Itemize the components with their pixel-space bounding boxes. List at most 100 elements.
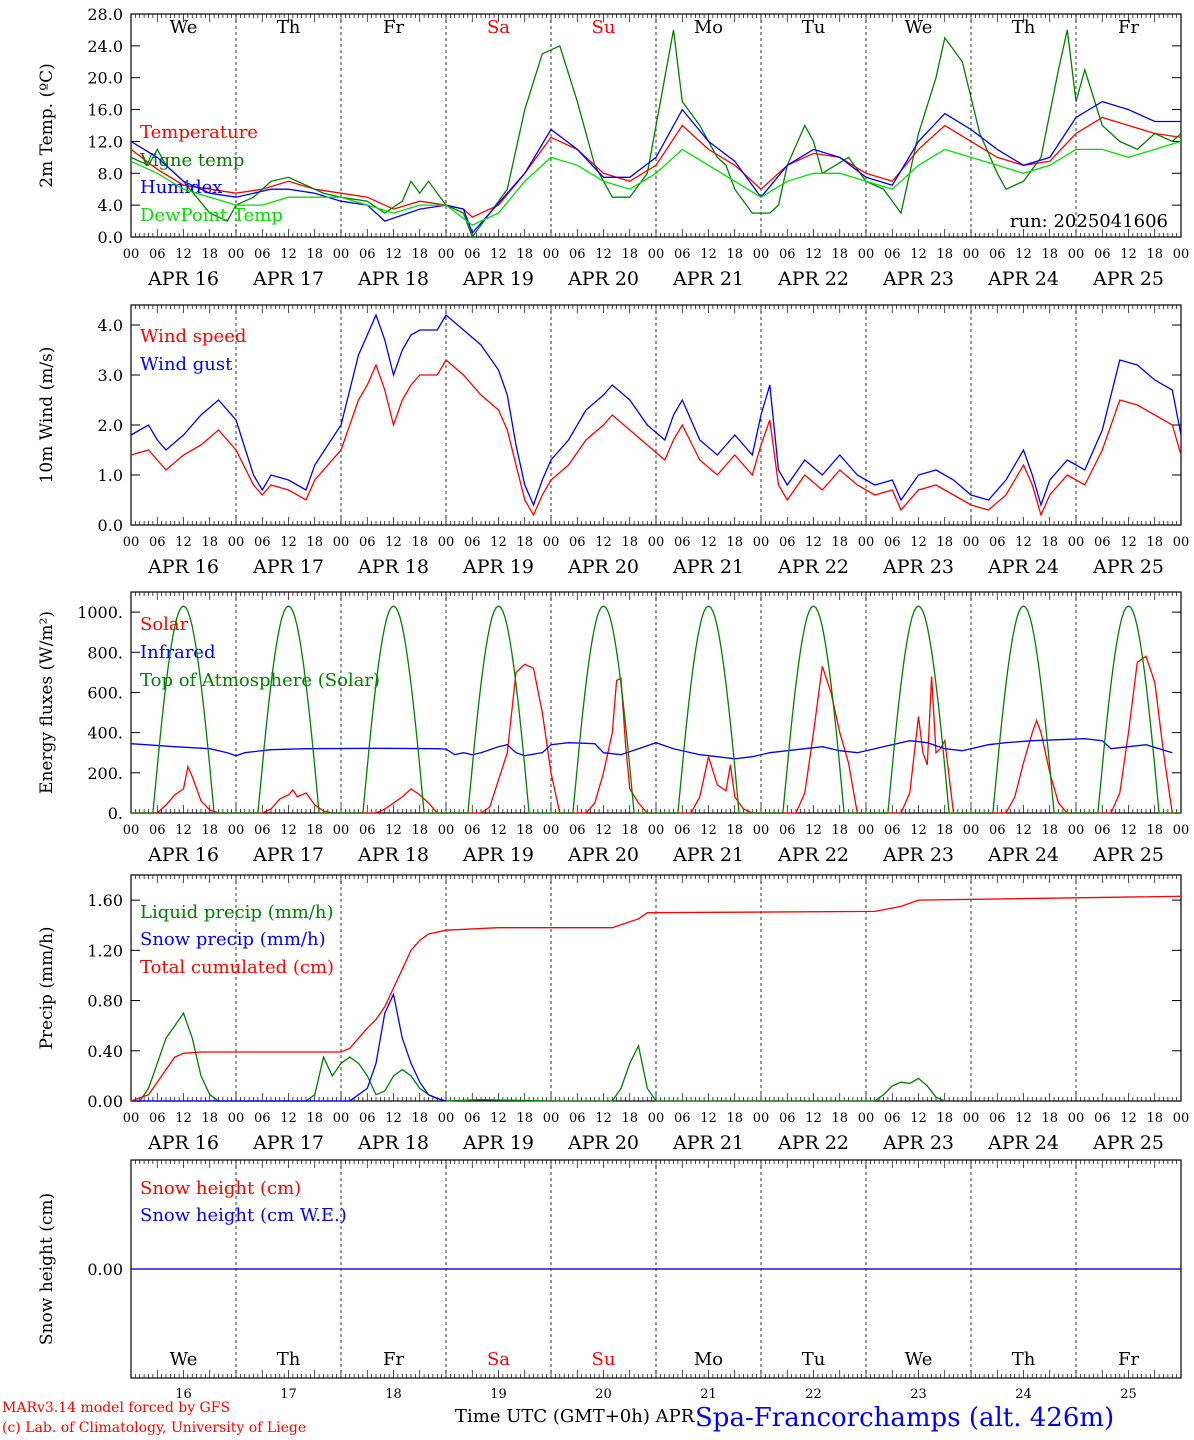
hour-tick-label: 12 bbox=[1120, 247, 1137, 262]
weekday-label: We bbox=[905, 17, 933, 38]
series-line bbox=[130, 895, 1182, 1102]
hour-tick-label: 00 bbox=[543, 823, 560, 838]
day-number-label: 25 bbox=[1120, 1387, 1137, 1402]
hour-tick-label: 06 bbox=[254, 1111, 271, 1126]
hour-tick-label: 12 bbox=[280, 247, 297, 262]
hour-tick-label: 00 bbox=[963, 535, 980, 550]
hour-tick-label: 00 bbox=[1173, 535, 1190, 550]
hour-tick-label: 12 bbox=[910, 823, 927, 838]
y-tick-label: 4.0 bbox=[98, 316, 123, 335]
hour-tick-label: 12 bbox=[1120, 1111, 1137, 1126]
hour-tick-label: 06 bbox=[884, 823, 901, 838]
series-line bbox=[130, 313, 1182, 508]
hour-tick-label: 12 bbox=[805, 823, 822, 838]
hour-tick-label: 00 bbox=[438, 1111, 455, 1126]
hour-tick-label: 06 bbox=[779, 1111, 796, 1126]
hour-tick-label: 06 bbox=[1094, 1111, 1111, 1126]
hour-tick-label: 18 bbox=[1146, 535, 1163, 550]
day-number-label: 24 bbox=[1015, 1387, 1032, 1402]
hour-tick-label: 00 bbox=[438, 535, 455, 550]
hour-tick-label: 00 bbox=[858, 1111, 875, 1126]
weekday-label: Fr bbox=[1118, 17, 1139, 38]
hour-tick-label: 00 bbox=[1068, 535, 1085, 550]
date-label: APR 20 bbox=[567, 268, 639, 290]
day-number-label: 16 bbox=[175, 1387, 192, 1402]
y-tick-label: 0.00 bbox=[87, 1260, 123, 1279]
y-tick-label: 3.0 bbox=[98, 366, 123, 385]
hour-tick-label: 18 bbox=[831, 247, 848, 262]
date-label: APR 21 bbox=[672, 844, 744, 866]
hour-tick-label: 18 bbox=[1041, 247, 1058, 262]
date-label: APR 24 bbox=[987, 844, 1059, 866]
hour-tick-label: 18 bbox=[411, 247, 428, 262]
y-tick-label: 24.0 bbox=[87, 37, 123, 56]
hour-tick-label: 18 bbox=[516, 247, 533, 262]
day-number-label: 20 bbox=[595, 1387, 612, 1402]
hour-tick-label: 06 bbox=[989, 535, 1006, 550]
hour-tick-label: 18 bbox=[1041, 1111, 1058, 1126]
hour-tick-label: 12 bbox=[490, 535, 507, 550]
hour-tick-label: 06 bbox=[674, 823, 691, 838]
hour-tick-label: 06 bbox=[1094, 247, 1111, 262]
y-axis-label: Precip (mm/h) bbox=[37, 926, 57, 1049]
day-number-label: 18 bbox=[385, 1387, 402, 1402]
date-label: APR 22 bbox=[777, 268, 849, 290]
date-label: APR 17 bbox=[252, 268, 324, 290]
y-tick-label: 0.80 bbox=[87, 992, 123, 1011]
hour-tick-label: 18 bbox=[1041, 823, 1058, 838]
hour-tick-label: 18 bbox=[936, 535, 953, 550]
date-label: APR 16 bbox=[147, 844, 219, 866]
legend-entry: Infrared bbox=[140, 642, 215, 663]
hour-tick-label: 00 bbox=[228, 823, 245, 838]
series-line bbox=[131, 1011, 946, 1102]
hour-tick-label: 12 bbox=[595, 247, 612, 262]
y-tick-label: 1000. bbox=[77, 603, 123, 622]
date-label: APR 18 bbox=[357, 268, 429, 290]
day-number-label: 17 bbox=[280, 1387, 297, 1402]
legend-entry: Snow height (cm) bbox=[140, 1178, 301, 1199]
hour-tick-label: 06 bbox=[989, 247, 1006, 262]
date-label: APR 18 bbox=[357, 844, 429, 866]
hour-tick-label: 12 bbox=[385, 1111, 402, 1126]
hour-tick-label: 00 bbox=[543, 247, 560, 262]
hour-tick-label: 12 bbox=[175, 535, 192, 550]
hour-tick-label: 00 bbox=[753, 1111, 770, 1126]
hour-tick-label: 00 bbox=[1068, 823, 1085, 838]
weekday-label: Su bbox=[592, 1349, 616, 1370]
y-tick-label: 2.0 bbox=[98, 416, 123, 435]
hour-tick-label: 18 bbox=[621, 823, 638, 838]
hour-tick-label: 12 bbox=[280, 1111, 297, 1126]
hour-tick-label: 00 bbox=[333, 535, 350, 550]
weekday-label: Sa bbox=[487, 1349, 510, 1370]
hour-tick-label: 18 bbox=[516, 1111, 533, 1126]
weekday-label: Th bbox=[277, 1349, 301, 1370]
hour-tick-label: 00 bbox=[648, 535, 665, 550]
series-line bbox=[130, 358, 1182, 517]
station-name: Spa-Francorchamps (alt. 426m) bbox=[695, 1403, 1115, 1433]
hour-tick-label: 12 bbox=[175, 1111, 192, 1126]
hour-tick-label: 06 bbox=[359, 247, 376, 262]
date-label: APR 25 bbox=[1092, 556, 1164, 578]
hour-tick-label: 18 bbox=[1146, 247, 1163, 262]
legend-entry: Top of Atmosphere (Solar) bbox=[140, 670, 380, 691]
hour-tick-label: 18 bbox=[1041, 535, 1058, 550]
hour-tick-label: 12 bbox=[385, 247, 402, 262]
hour-tick-label: 12 bbox=[280, 535, 297, 550]
day-number-label: 21 bbox=[700, 1387, 717, 1402]
day-number-label: 23 bbox=[910, 1387, 927, 1402]
weekday-label: Sa bbox=[487, 17, 510, 38]
hour-tick-label: 06 bbox=[569, 247, 586, 262]
series-line bbox=[130, 100, 1181, 235]
date-label: APR 16 bbox=[147, 1132, 219, 1154]
hour-tick-label: 18 bbox=[726, 823, 743, 838]
hour-tick-label: 06 bbox=[149, 1111, 166, 1126]
weekday-label: We bbox=[170, 1349, 198, 1370]
legend-entry: Wind gust bbox=[140, 354, 233, 375]
series-line bbox=[130, 29, 1182, 239]
y-tick-label: 600. bbox=[87, 683, 123, 702]
hour-tick-label: 00 bbox=[123, 247, 140, 262]
hour-tick-label: 18 bbox=[726, 535, 743, 550]
weekday-label: Fr bbox=[383, 1349, 404, 1370]
hour-tick-label: 06 bbox=[569, 1111, 586, 1126]
hour-tick-label: 12 bbox=[280, 823, 297, 838]
